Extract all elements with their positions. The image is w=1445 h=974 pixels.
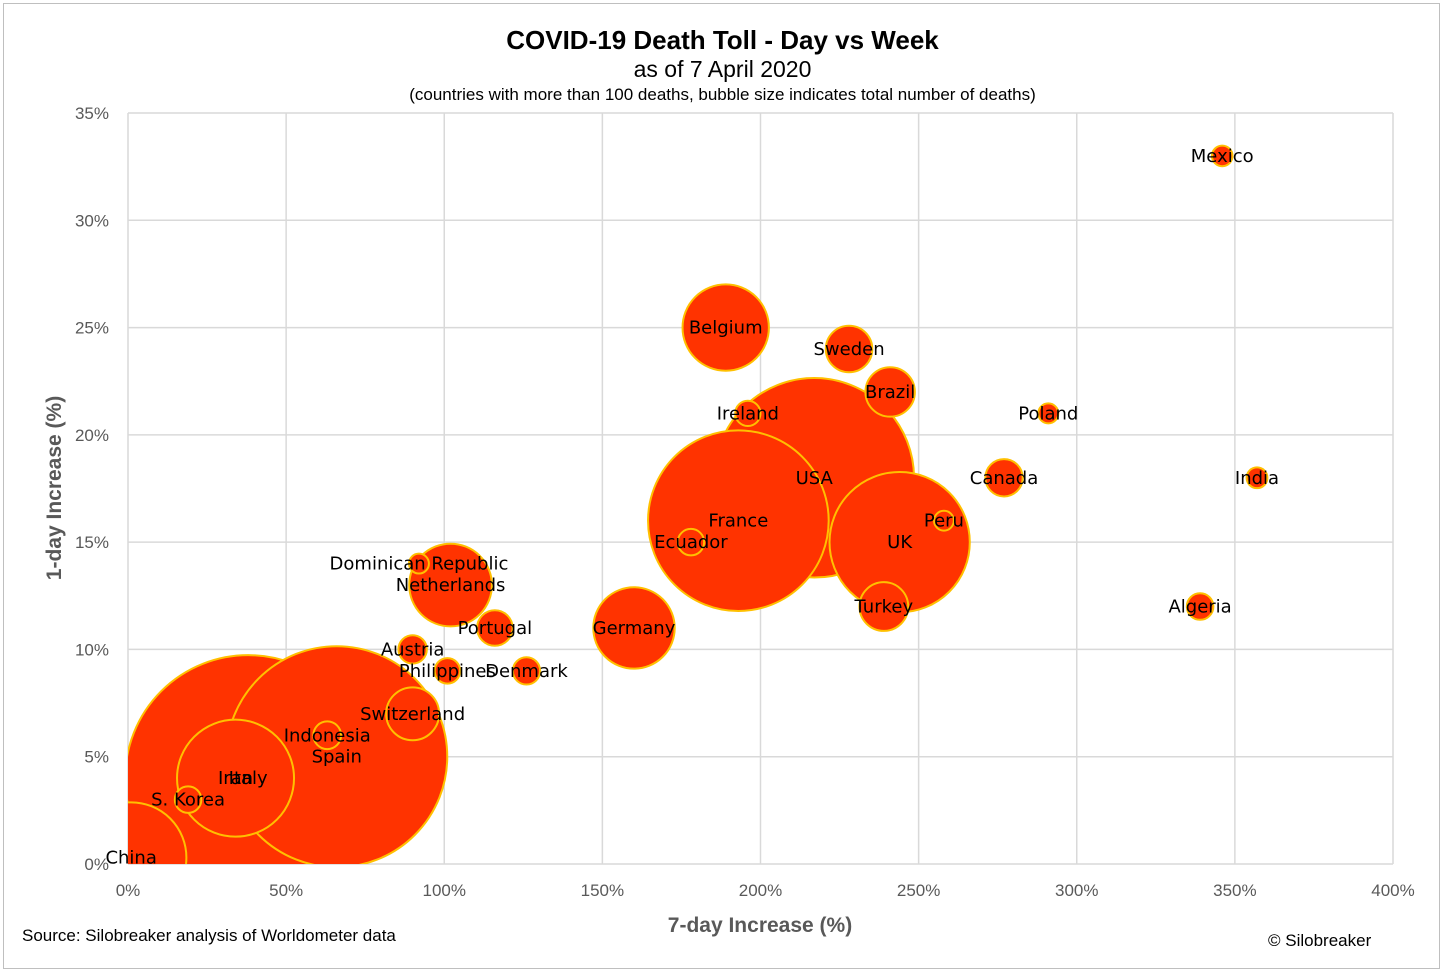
bubble-label: Brazil: [865, 382, 915, 403]
bubble-label: Turkey: [854, 597, 914, 618]
bubble-label: Canada: [970, 468, 1039, 489]
y-tick-label: 10%: [75, 640, 109, 659]
bubble-denmark: [511, 656, 542, 686]
bubble-label: Poland: [1018, 403, 1078, 424]
bubble-label: Germany: [593, 618, 676, 639]
bubble-s-korea: [173, 785, 203, 814]
bubble-label: UK: [887, 532, 913, 553]
bubble-label: Italy: [229, 768, 268, 789]
x-tick-label: 250%: [897, 881, 940, 900]
bubble-label: Ireland: [717, 403, 779, 424]
bubble-ecuador: [676, 527, 706, 557]
bubble-label: Austria: [381, 639, 445, 660]
y-tick-label: 15%: [75, 533, 109, 552]
bubble-austria: [397, 634, 428, 665]
x-tick-label: 300%: [1055, 881, 1098, 900]
bubble-turkey: [858, 581, 910, 632]
y-tick-label: 5%: [84, 748, 109, 767]
x-tick-label: 400%: [1371, 881, 1414, 900]
bubble-germany: [592, 586, 676, 670]
copyright-note: © Silobreaker: [1268, 931, 1372, 950]
chart-subtitle: as of 7 April 2020: [633, 56, 812, 82]
axis-ticks: 0% 50% 100% 150% 200% 250% 300% 350% 400% 0% 5% 10%…: [75, 104, 1415, 900]
bubble-brazil: [864, 366, 916, 418]
bubble-india: [1245, 466, 1269, 490]
bubble-labels: China Italy Spain USA France UK Iran Germany Bel…: [105, 146, 1279, 869]
bubble-series: [128, 144, 1269, 864]
bubble-iran: [176, 718, 296, 838]
bubble-mexico: [1210, 144, 1234, 168]
bubble-label: China: [105, 848, 156, 869]
bubble-label: Switzerland: [360, 704, 465, 725]
bubble-label: Peru: [924, 511, 964, 532]
bubble-china: [128, 801, 188, 864]
bubble-indonesia: [312, 720, 343, 751]
bubble-philippines: [433, 657, 462, 685]
bubble-canada: [984, 458, 1024, 498]
x-axis-title: 7-day Increase (%): [668, 914, 852, 937]
x-tick-label: 100%: [423, 881, 466, 900]
bubble-poland: [1037, 402, 1060, 425]
bubble-sweden: [824, 324, 874, 374]
bubble-label: Belgium: [689, 318, 763, 339]
chart-note: (countries with more than 100 deaths, bu…: [409, 85, 1036, 104]
bubble-label: Denmark: [485, 661, 568, 682]
bubble-label: Philippines: [399, 661, 496, 682]
x-tick-label: 200%: [739, 881, 782, 900]
x-tick-label: 0%: [116, 881, 141, 900]
bubble-switzerland: [385, 686, 441, 742]
bubble-label: Indonesia: [284, 725, 371, 746]
bubble-france: [647, 429, 830, 613]
bubble-peru: [933, 509, 955, 532]
bubble-belgium: [681, 283, 770, 372]
bubble-label: S. Korea: [151, 790, 225, 811]
x-tick-label: 350%: [1213, 881, 1256, 900]
bubble-label: India: [1235, 468, 1279, 489]
bubble-label: Portugal: [458, 618, 533, 639]
y-axis-title: 1-day Increase (%): [43, 396, 66, 580]
bubble-portugal: [476, 609, 514, 647]
y-tick-label: 0%: [84, 855, 109, 874]
bubble-ireland: [734, 399, 762, 428]
bubble-label: Iran: [218, 768, 253, 789]
bubble-label: Dominican Republic: [330, 554, 509, 575]
y-tick-label: 30%: [75, 211, 109, 230]
bubble-label: USA: [796, 468, 834, 489]
bubble-label: France: [708, 511, 768, 532]
y-tick-label: 35%: [75, 104, 109, 123]
bubble-netherlands: [408, 542, 493, 628]
bubble-label: Netherlands: [396, 575, 506, 596]
chart-title: COVID-19 Death Toll - Day vs Week: [506, 25, 939, 55]
bubble-algeria: [1185, 592, 1215, 621]
bubble-dominican-republic: [408, 552, 430, 575]
bubble-label: Algeria: [1168, 597, 1231, 618]
y-tick-label: 20%: [75, 426, 109, 445]
bubble-label: Ecuador: [654, 532, 728, 553]
x-tick-label: 150%: [581, 881, 624, 900]
source-note: Source: Silobreaker analysis of Worldome…: [22, 926, 396, 945]
x-tick-label: 50%: [269, 881, 303, 900]
y-tick-label: 25%: [75, 319, 109, 338]
bubble-label: Sweden: [813, 339, 884, 360]
bubble-label: Spain: [312, 747, 362, 768]
bubble-label: Mexico: [1191, 146, 1254, 167]
